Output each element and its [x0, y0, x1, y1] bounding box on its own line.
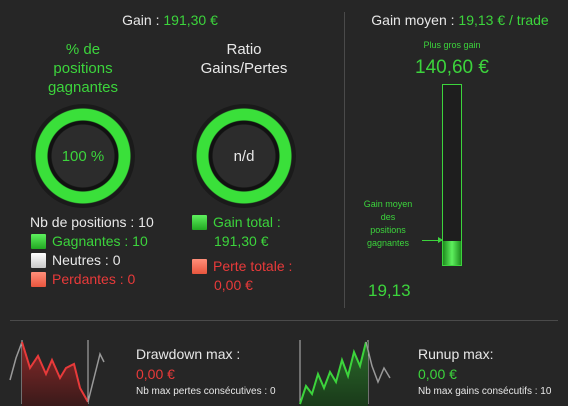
drawdown-sub: Nb max pertes consécutives : 0: [136, 386, 276, 397]
win-rate-ring: 100 %: [31, 104, 135, 208]
perdantes-text: Perdantes : 0: [52, 271, 136, 287]
neutres-text: Neutres : 0: [52, 252, 121, 268]
win-rate-title-line3: gagnantes: [47, 79, 119, 96]
vertical-divider: [344, 12, 345, 308]
runup-title: Runup max:: [418, 346, 494, 362]
gain-gauge-bar: [442, 84, 462, 266]
perte-totale-value: 0,00 €: [214, 277, 253, 293]
ratio-value: n/d: [233, 147, 255, 165]
ratio-title-line2: Gains/Pertes: [200, 60, 288, 77]
legend-perte-totale: Perte totale :: [192, 258, 292, 274]
legend-perdantes: Perdantes : 0: [31, 271, 135, 287]
nb-positions: Nb de positions : 10: [30, 214, 154, 230]
gm-label-line4: gagnantes: [366, 238, 410, 248]
gain-moyen-gauge-value: 19,13: [368, 281, 411, 300]
gain-total-value: 191,30 €: [214, 233, 269, 249]
drawdown-title: Drawdown max :: [136, 346, 241, 362]
ratio-title-line1: Ratio: [226, 41, 262, 58]
green-square-icon: [31, 233, 46, 249]
gm-label-line3: positions: [370, 225, 406, 235]
gain-label: Gain :: [122, 12, 164, 28]
win-rate-title-line1: % de: [65, 41, 101, 58]
gm-label-line1: Gain moyen: [363, 199, 413, 209]
runup-sub: Nb max gains consécutifs : 10: [418, 386, 552, 397]
win-rate-title: % de positions gagnantes: [30, 40, 136, 97]
win-rate-title-line2: positions: [53, 60, 113, 77]
win-rate-value: 100 %: [61, 147, 105, 165]
gain-moyen-label: Gain moyen :: [371, 12, 459, 28]
plus-gros-gain-label: Plus gros gain: [423, 40, 481, 50]
ratio-ring: n/d: [192, 104, 296, 208]
legend-neutres: Neutres : 0: [31, 252, 120, 268]
gain-gauge-fill: [443, 240, 461, 265]
white-square-icon: [31, 252, 46, 268]
plus-gros-gain-value: 140,60 €: [415, 57, 489, 78]
gain-moyen-gagnantes-label: Gain moyen des positions gagnantes: [352, 198, 424, 250]
gm-label-line2: des: [380, 212, 396, 222]
green-square-icon: [192, 214, 207, 230]
drawdown-chart-icon: [9, 340, 105, 406]
perte-totale-label: Perte totale :: [213, 258, 293, 274]
ratio-title: Ratio Gains/Pertes: [186, 40, 302, 78]
gain-moyen-marker-arrow-icon: [422, 237, 443, 243]
drawdown-value: 0,00 €: [136, 366, 175, 382]
gagnantes-text: Gagnantes : 10: [52, 233, 148, 249]
gain-summary: Gain : 191,30 €: [0, 12, 340, 28]
gain-total-label: Gain total :: [213, 214, 281, 230]
red-square-icon: [31, 271, 46, 287]
runup-value: 0,00 €: [418, 366, 457, 382]
horizontal-divider: [10, 320, 558, 321]
gain-moyen-value: 19,13 € / trade: [458, 12, 549, 28]
legend-gain-total: Gain total :: [192, 214, 281, 230]
legend-gagnantes: Gagnantes : 10: [31, 233, 148, 249]
gain-moyen-summary: Gain moyen : 19,13 € / trade: [352, 12, 568, 28]
red-square-icon: [192, 258, 207, 274]
gain-value: 191,30 €: [163, 12, 218, 28]
runup-chart-icon: [299, 340, 391, 406]
